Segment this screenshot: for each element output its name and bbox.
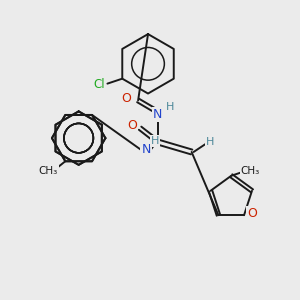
Text: N: N (141, 142, 151, 155)
Text: H: H (206, 137, 214, 147)
Text: Cl: Cl (94, 78, 105, 91)
Text: O: O (247, 207, 257, 220)
Text: O: O (127, 119, 137, 132)
Text: N: N (153, 108, 163, 121)
Text: O: O (121, 92, 131, 105)
Text: H: H (166, 102, 174, 112)
Text: CH₃: CH₃ (39, 166, 58, 176)
Text: CH₃: CH₃ (240, 166, 260, 176)
Text: H: H (151, 136, 159, 146)
